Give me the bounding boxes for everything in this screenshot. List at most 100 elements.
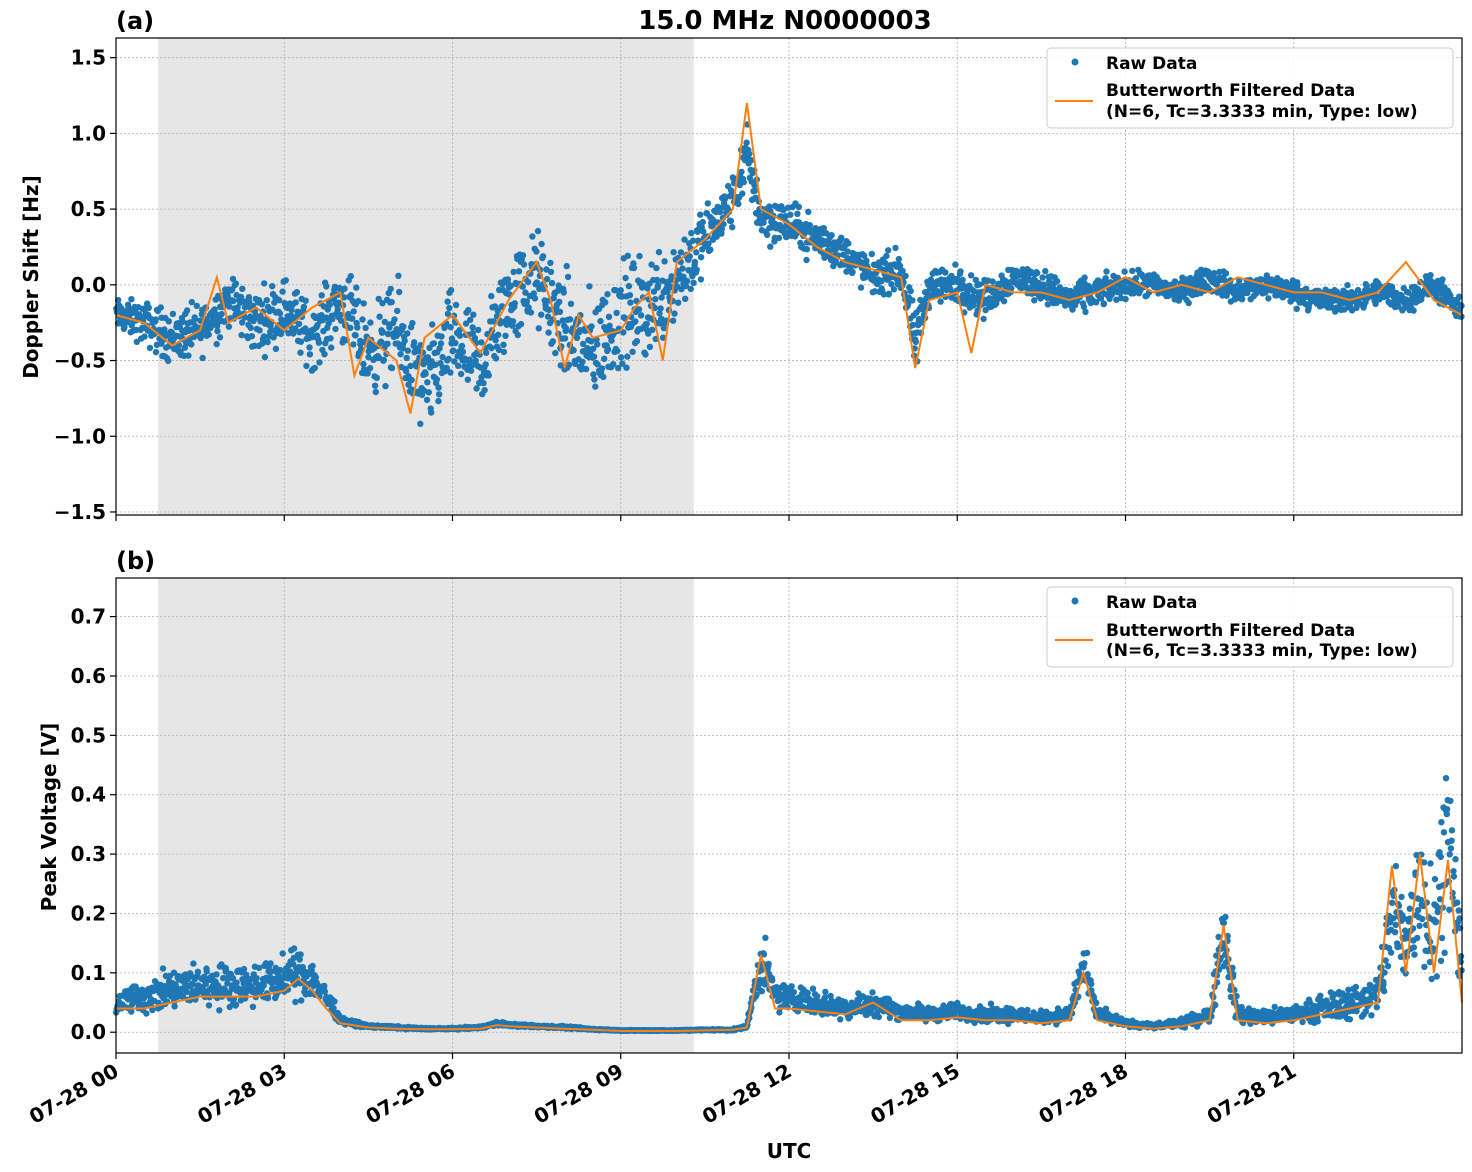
raw-data-point bbox=[1220, 919, 1228, 927]
raw-data-point bbox=[1185, 299, 1192, 307]
raw-data-point bbox=[469, 330, 476, 337]
raw-data-point bbox=[429, 321, 436, 328]
raw-data-point bbox=[669, 317, 677, 324]
raw-data-point bbox=[809, 985, 817, 992]
raw-data-point bbox=[360, 300, 367, 307]
raw-data-point bbox=[439, 353, 446, 361]
raw-data-point bbox=[133, 338, 140, 346]
raw-data-point bbox=[482, 361, 489, 368]
raw-data-point bbox=[646, 343, 654, 351]
raw-data-point bbox=[610, 361, 617, 368]
raw-data-point bbox=[205, 1002, 213, 1009]
raw-data-point bbox=[881, 259, 889, 266]
raw-data-point bbox=[642, 351, 649, 358]
raw-data-point bbox=[428, 409, 435, 416]
raw-data-point bbox=[1344, 282, 1351, 289]
raw-data-point bbox=[1239, 296, 1246, 303]
raw-data-point bbox=[239, 319, 246, 326]
raw-data-point bbox=[327, 335, 334, 342]
raw-data-point bbox=[1456, 293, 1463, 300]
raw-data-point bbox=[347, 291, 355, 299]
raw-data-point bbox=[367, 319, 374, 326]
raw-data-point bbox=[861, 252, 868, 259]
raw-data-point bbox=[337, 311, 344, 319]
raw-data-point bbox=[828, 232, 835, 239]
panel-a-doppler-shift: −1.5−1.0−0.50.00.51.01.5 (a) Doppler Shi… bbox=[19, 7, 1465, 524]
raw-data-point bbox=[693, 249, 700, 256]
raw-data-point bbox=[909, 297, 916, 304]
raw-data-point bbox=[490, 318, 497, 325]
raw-data-point bbox=[653, 276, 661, 284]
raw-data-point bbox=[502, 332, 509, 339]
raw-data-point bbox=[601, 355, 608, 362]
raw-data-point bbox=[795, 203, 802, 211]
raw-data-point bbox=[567, 300, 575, 307]
raw-data-point bbox=[226, 303, 233, 310]
raw-data-point bbox=[606, 322, 613, 329]
raw-data-point bbox=[435, 397, 442, 405]
raw-data-point bbox=[292, 998, 299, 1006]
raw-data-point bbox=[229, 275, 237, 283]
raw-data-point bbox=[552, 349, 559, 357]
raw-data-point bbox=[169, 310, 177, 318]
raw-data-point bbox=[276, 297, 283, 304]
raw-data-point bbox=[388, 364, 396, 372]
raw-data-point bbox=[459, 348, 467, 355]
raw-data-point bbox=[804, 989, 811, 997]
raw-data-point bbox=[395, 272, 402, 279]
raw-data-point bbox=[157, 304, 164, 311]
raw-data-point bbox=[766, 203, 773, 210]
raw-data-point bbox=[450, 347, 457, 354]
raw-data-point bbox=[232, 1001, 240, 1008]
raw-data-point bbox=[690, 237, 697, 244]
raw-data-point bbox=[478, 339, 485, 346]
raw-data-point bbox=[544, 313, 552, 320]
raw-data-point bbox=[203, 968, 210, 975]
raw-data-point bbox=[379, 328, 387, 336]
raw-data-point bbox=[292, 299, 299, 306]
raw-data-point bbox=[624, 252, 631, 259]
raw-data-point bbox=[388, 298, 395, 306]
raw-data-point bbox=[707, 246, 714, 253]
raw-data-point bbox=[478, 373, 485, 381]
raw-data-point bbox=[787, 211, 794, 218]
raw-data-point bbox=[655, 248, 663, 256]
raw-data-point bbox=[962, 300, 969, 307]
raw-data-point bbox=[397, 351, 404, 358]
raw-data-point bbox=[464, 376, 471, 383]
raw-data-point bbox=[297, 338, 305, 345]
panel-a-raw-data-points bbox=[113, 121, 1465, 427]
raw-data-point bbox=[507, 282, 514, 290]
raw-data-point bbox=[467, 367, 475, 374]
raw-data-point bbox=[720, 221, 727, 228]
raw-data-point bbox=[458, 342, 466, 350]
raw-data-point bbox=[321, 982, 328, 990]
raw-data-point bbox=[1222, 270, 1230, 277]
raw-data-point bbox=[1008, 285, 1015, 292]
raw-data-point bbox=[555, 282, 562, 289]
raw-data-point bbox=[384, 330, 392, 338]
raw-data-point bbox=[633, 338, 641, 345]
raw-data-point bbox=[905, 300, 912, 308]
raw-data-point bbox=[909, 321, 917, 329]
raw-data-point bbox=[139, 986, 146, 993]
raw-data-point bbox=[298, 997, 305, 1004]
raw-data-point bbox=[321, 351, 328, 358]
raw-data-point bbox=[699, 218, 706, 226]
raw-data-point bbox=[1097, 295, 1105, 302]
raw-data-point bbox=[347, 273, 354, 280]
raw-data-point bbox=[549, 338, 557, 345]
raw-data-point bbox=[880, 291, 888, 298]
raw-data-point bbox=[713, 233, 720, 240]
raw-data-point bbox=[292, 325, 299, 332]
panel-a-y-ticks: −1.5−1.0−0.50.00.51.01.5 bbox=[54, 46, 116, 524]
raw-data-point bbox=[556, 298, 563, 306]
y-tick-label: −0.5 bbox=[54, 349, 106, 373]
raw-data-point bbox=[495, 346, 503, 354]
raw-data-point bbox=[159, 965, 167, 972]
raw-data-point bbox=[522, 289, 529, 296]
raw-data-point bbox=[425, 389, 432, 396]
raw-data-point bbox=[523, 298, 530, 305]
raw-data-point bbox=[912, 338, 920, 346]
raw-data-point bbox=[1093, 999, 1100, 1007]
